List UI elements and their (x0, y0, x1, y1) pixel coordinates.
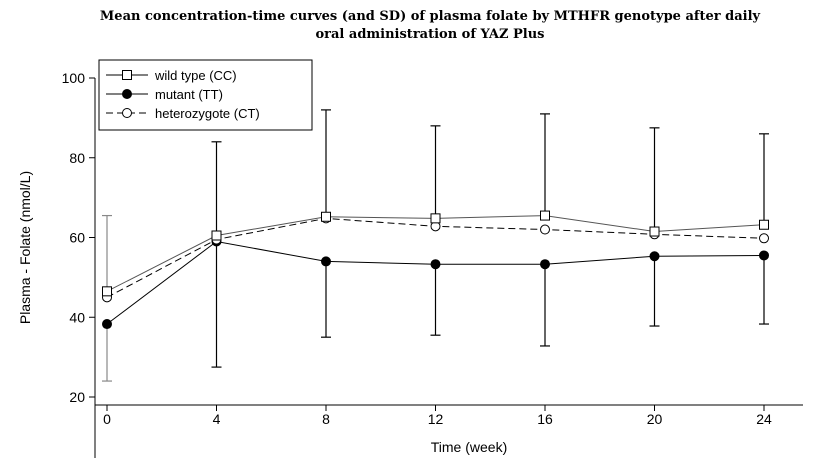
chart-title-line-1: Mean concentration-time curves (and SD) … (99, 9, 761, 24)
marker-0-5 (649, 226, 660, 237)
marker-1-0 (102, 319, 112, 330)
marker-0-2 (321, 211, 331, 222)
x-tick-label-0: 0 (103, 411, 111, 427)
marker-2-4 (540, 224, 550, 235)
y-tick-label-80: 80 (69, 150, 85, 166)
marker-0-0 (102, 286, 112, 297)
marker-1-6 (759, 250, 769, 261)
x-tick-label-24: 24 (756, 411, 772, 427)
legend-label-2: heterozygote (CT) (155, 106, 260, 121)
axes: 20 40 60 80 100 0 4 8 12 16 20 24 (62, 70, 803, 458)
legend-label-1: mutant (TT) (155, 87, 223, 102)
y-axis-label: Plasma - Folate (nmol/L) (17, 171, 33, 324)
marker-1-5 (649, 251, 660, 262)
marker-1-3 (430, 259, 441, 270)
legend-marker-0 (122, 70, 132, 80)
marker-0-3 (430, 213, 441, 224)
y-tick-label-100: 100 (62, 70, 86, 86)
marker-0-1 (211, 230, 222, 241)
legend-label-0: wild type (CC) (154, 68, 237, 83)
marker-1-4 (540, 259, 550, 270)
legend-marker-2 (122, 108, 132, 118)
series-markers (102, 210, 769, 330)
legend: wild type (CC) mutant (TT) heterozygote (C… (98, 59, 313, 131)
marker-2-6 (759, 233, 769, 244)
marker-0-6 (759, 219, 769, 230)
y-tick-label-40: 40 (69, 309, 85, 325)
chart-title-line-2: oral administration of YAZ Plus (315, 27, 545, 42)
x-tick-label-16: 16 (537, 411, 553, 427)
x-tick-label-20: 20 (647, 411, 663, 427)
x-tick-label-4: 4 (213, 411, 221, 427)
error-bars (102, 109, 769, 382)
y-tick-label-20: 20 (69, 389, 85, 405)
chart-title: Mean concentration-time curves (and SD) … (60, 8, 800, 44)
x-tick-label-8: 8 (322, 411, 330, 427)
marker-1-2 (321, 256, 331, 267)
legend-box (98, 59, 313, 131)
x-tick-label-12: 12 (428, 411, 444, 427)
y-tick-label-60: 60 (69, 230, 85, 246)
x-axis-label: Time (week) (431, 439, 508, 455)
marker-0-4 (540, 210, 550, 221)
legend-marker-1 (122, 89, 132, 99)
